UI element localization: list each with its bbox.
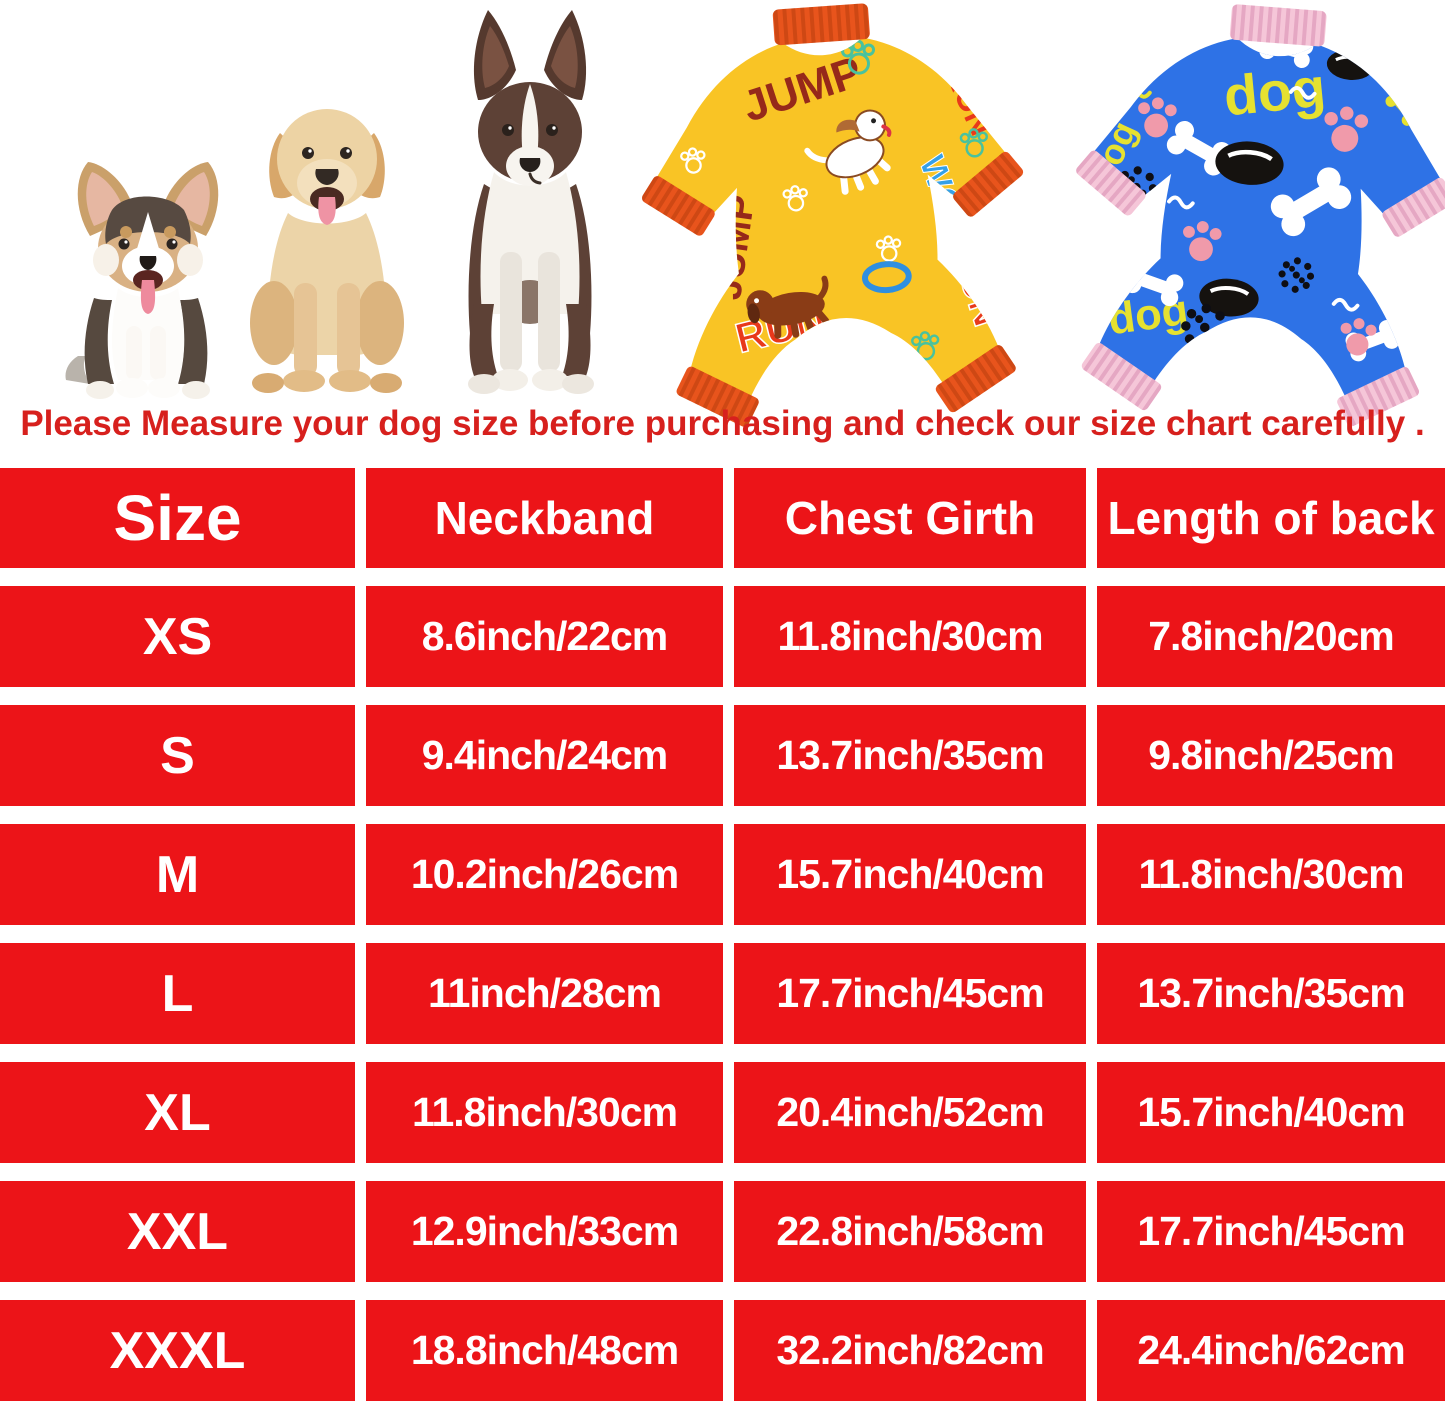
neckband-value-cell: 8.6inch/22cm xyxy=(366,586,723,687)
back-length-value-cell: 9.8inch/25cm xyxy=(1097,705,1445,806)
sleeve-cuff xyxy=(1076,150,1146,216)
chest-girth-value-cell: 11.8inch/30cm xyxy=(734,586,1086,687)
chest-girth-value-cell: 13.7inch/35cm xyxy=(734,705,1086,806)
squiggle-print-icon xyxy=(1331,297,1360,312)
yellow-dog-print-pajama: JUMP JUMP RUN RUN RUN WOF xyxy=(641,3,1024,427)
col-header-neckband: Neckband xyxy=(366,468,723,568)
col-header-size: Size xyxy=(0,468,355,568)
border-collie-puppy-photo xyxy=(468,10,594,394)
chest-girth-value-cell: 20.4inch/52cm xyxy=(734,1062,1086,1163)
size-label-cell: XXXL xyxy=(0,1300,355,1401)
chest-girth-value-cell: 32.2inch/82cm xyxy=(734,1300,1086,1401)
cartoon-white-dog-print xyxy=(804,109,892,195)
back-length-value-cell: 7.8inch/20cm xyxy=(1097,586,1445,687)
squiggle-print-icon xyxy=(1288,85,1317,100)
back-length-value-cell: 24.4inch/62cm xyxy=(1097,1300,1445,1401)
squiggle-print-icon xyxy=(1167,195,1195,210)
neckband-value-cell: 10.2inch/26cm xyxy=(366,824,723,925)
frisbee-print-icon xyxy=(862,261,912,294)
hero-section: JUMP JUMP RUN RUN RUN WOF xyxy=(0,0,1445,462)
chest-girth-value-cell: 22.8inch/58cm xyxy=(734,1181,1086,1282)
cartoon-brown-dog-print xyxy=(746,275,830,339)
neckband-value-cell: 9.4inch/24cm xyxy=(366,705,723,806)
size-label-cell: L xyxy=(0,943,355,1044)
neckband-value-cell: 12.9inch/33cm xyxy=(366,1181,723,1282)
size-label-cell: XXL xyxy=(0,1181,355,1282)
neckband-value-cell: 18.8inch/48cm xyxy=(366,1300,723,1401)
col-header-back-length: Length of back xyxy=(1097,468,1445,568)
size-label-cell: XL xyxy=(0,1062,355,1163)
size-label-cell: S xyxy=(0,705,355,806)
chest-girth-value-cell: 17.7inch/45cm xyxy=(734,943,1086,1044)
size-label-cell: XS xyxy=(0,586,355,687)
sleeve-cuff xyxy=(953,151,1024,217)
back-length-value-cell: 15.7inch/40cm xyxy=(1097,1062,1445,1163)
back-length-value-cell: 11.8inch/30cm xyxy=(1097,824,1445,925)
col-header-chest-girth: Chest Girth xyxy=(734,468,1086,568)
leg-cuff xyxy=(935,345,1016,413)
neckband-value-cell: 11.8inch/30cm xyxy=(366,1062,723,1163)
back-length-value-cell: 13.7inch/35cm xyxy=(1097,943,1445,1044)
sleeve-cuff xyxy=(1382,177,1445,237)
pajama-collar xyxy=(772,3,870,46)
paw-print-icon xyxy=(1100,227,1134,262)
blue-bone-print-pajama: dog dog dog dog xyxy=(1076,4,1445,427)
pajama-collar xyxy=(1229,4,1327,47)
golden-retriever-puppy-photo xyxy=(250,109,404,393)
sleeve-cuff xyxy=(641,176,715,236)
corgi-puppy-photo xyxy=(65,162,219,399)
size-label-cell: M xyxy=(0,824,355,925)
size-chart-table: Size Neckband Chest Girth Length of back… xyxy=(0,468,1445,1401)
leg-cuff xyxy=(1081,342,1162,411)
pajama-print-word: dog xyxy=(1221,56,1328,127)
chest-girth-value-cell: 15.7inch/40cm xyxy=(734,824,1086,925)
back-length-value-cell: 17.7inch/45cm xyxy=(1097,1181,1445,1282)
measure-warning-text: Please Measure your dog size before purc… xyxy=(20,404,1425,443)
neckband-value-cell: 11inch/28cm xyxy=(366,943,723,1044)
leg-cuff xyxy=(676,366,759,427)
leg-cuff xyxy=(1337,367,1420,427)
